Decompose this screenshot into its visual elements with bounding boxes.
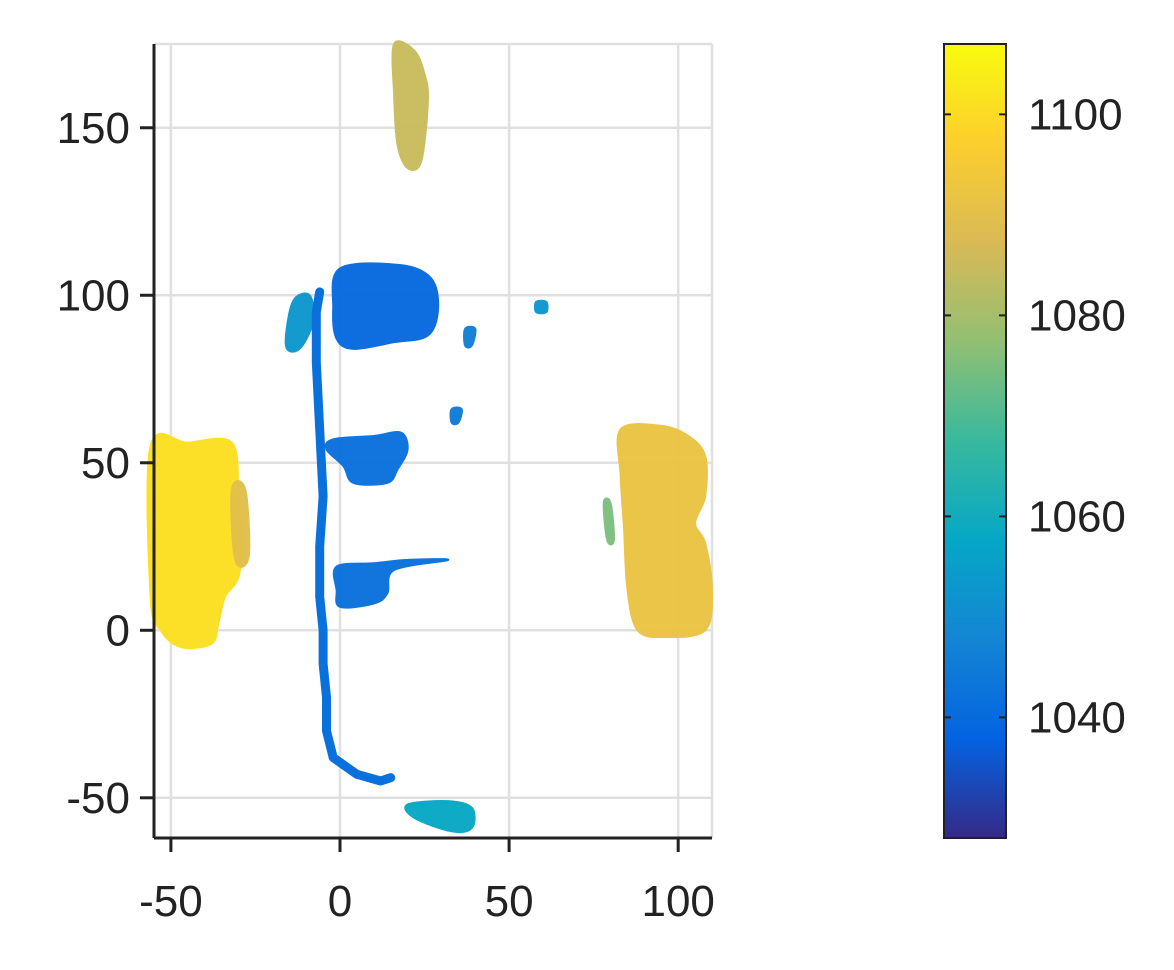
x-tick-label: 50 bbox=[485, 877, 534, 926]
data-region-middle-block bbox=[324, 431, 409, 486]
data-region-upper-left-arm bbox=[284, 292, 315, 353]
colorbar-tick-label: 1100 bbox=[1028, 90, 1123, 139]
data-region-upper-block bbox=[331, 262, 440, 350]
data-region-right-dot bbox=[533, 299, 549, 315]
colorbar-tick-label: 1060 bbox=[1028, 492, 1126, 541]
plot-data bbox=[146, 40, 714, 834]
colorbar bbox=[943, 43, 1007, 839]
x-axis-ticks: -50 0 50 100 bbox=[139, 838, 715, 926]
axes bbox=[152, 44, 712, 840]
colorbar-ticks: 1040 1060 1080 1100 bbox=[944, 90, 1126, 742]
data-region-bottom-blob bbox=[404, 799, 476, 834]
x-tick-label: -50 bbox=[139, 877, 203, 926]
x-tick-label: 100 bbox=[641, 877, 714, 926]
y-tick-label: 100 bbox=[57, 271, 130, 320]
data-region-left-strip bbox=[230, 480, 251, 568]
colorbar-bar bbox=[943, 43, 1007, 839]
x-tick-label: 0 bbox=[328, 877, 352, 926]
colorbar-tick-label: 1040 bbox=[1028, 693, 1126, 742]
y-tick-label: 150 bbox=[57, 104, 130, 153]
data-region-top-blob bbox=[391, 40, 430, 171]
grid bbox=[154, 42, 714, 838]
data-region-lower-block bbox=[332, 558, 450, 609]
data-region-left-block bbox=[146, 432, 243, 650]
colorbar-tick-label: 1080 bbox=[1028, 291, 1126, 340]
y-tick-label: -50 bbox=[66, 774, 130, 823]
data-region-right-block bbox=[616, 423, 714, 639]
data-region-small-blob-b bbox=[449, 406, 463, 426]
data-region-right-strip bbox=[602, 497, 615, 546]
y-tick-label: 50 bbox=[81, 439, 130, 488]
data-trajectory bbox=[311, 287, 396, 786]
data-region-small-blob-a bbox=[463, 325, 477, 349]
y-tick-label: 0 bbox=[106, 606, 130, 655]
y-axis-ticks: -50 0 50 100 150 bbox=[57, 104, 154, 823]
